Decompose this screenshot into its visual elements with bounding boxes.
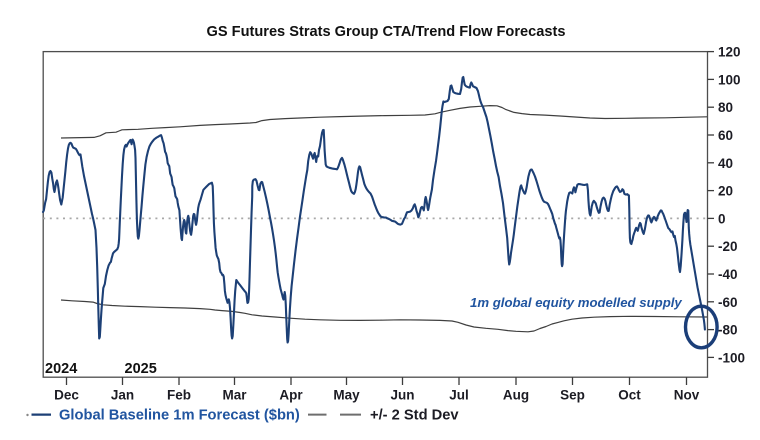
svg-text:Jan: Jan [111,388,134,403]
svg-text:Oct: Oct [618,388,641,403]
svg-text:GS Futures Strats Group CTA/Tr: GS Futures Strats Group CTA/Trend Flow F… [207,24,566,40]
svg-text:2025: 2025 [125,361,157,377]
svg-text:Apr: Apr [279,388,303,403]
svg-text:Feb: Feb [167,388,191,403]
svg-text:40: 40 [718,156,733,171]
svg-text:-100: -100 [718,350,745,365]
svg-text:+/- 2 Std Dev: +/- 2 Std Dev [370,408,459,424]
svg-text:Nov: Nov [674,388,700,403]
svg-text:Mar: Mar [222,388,247,403]
svg-text:-20: -20 [718,239,738,254]
svg-text:May: May [333,388,360,403]
svg-text:60: 60 [718,128,733,143]
svg-text:Global Baseline 1m Forecast ($: Global Baseline 1m Forecast ($bn) [59,408,300,424]
svg-text:Jul: Jul [449,388,469,403]
svg-text:Jun: Jun [390,388,414,403]
svg-text:-80: -80 [718,323,738,338]
svg-text:-60: -60 [718,295,738,310]
svg-text:Aug: Aug [503,388,529,403]
svg-text:120: 120 [718,45,741,60]
svg-text:100: 100 [718,72,741,87]
svg-text:Sep: Sep [560,388,585,403]
svg-text:Dec: Dec [54,388,79,403]
svg-text:1m global equity modelled supp: 1m global equity modelled supply [470,295,682,310]
svg-text:0: 0 [718,211,726,226]
svg-text:-40: -40 [718,267,738,282]
svg-text:80: 80 [718,100,733,115]
svg-text:2024: 2024 [45,361,77,377]
svg-text:20: 20 [718,184,733,199]
